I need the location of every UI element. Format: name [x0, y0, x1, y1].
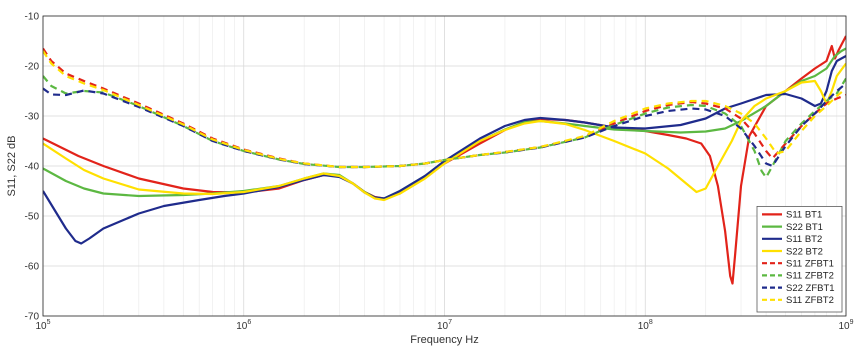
x-tick-label: 108: [638, 319, 653, 332]
series-line-4: [43, 62, 846, 202]
legend-label: S22 BT1: [786, 222, 823, 233]
x-tick-label: 109: [838, 319, 853, 332]
y-tick-label: -30: [25, 112, 40, 123]
axis-ticks: 105 106 107 108 109 -70 -60 -50 -40 -30 -20 -10: [25, 12, 854, 333]
y-tick-label: -60: [25, 262, 40, 273]
legend-label: S22 ZFBT1: [786, 283, 835, 294]
legend-box: [756, 205, 843, 313]
x-tick-label: 107: [437, 319, 452, 332]
x-tick-label: 105: [35, 319, 50, 332]
x-axis-label: Frequency Hz: [410, 334, 478, 346]
legend-label: S11 ZFBT1: [786, 259, 834, 270]
series-line-6: [43, 75, 846, 179]
series-line-8: [43, 50, 846, 169]
y-tick-label: -70: [25, 312, 40, 323]
y-tick-label: -40: [25, 162, 40, 173]
series-line-3: [43, 55, 846, 245]
y-tick-label: -20: [25, 62, 40, 73]
legend-label: S22 BT2: [786, 246, 823, 257]
y-tick-label: -10: [25, 12, 40, 23]
legend-label: S11 BT2: [786, 234, 822, 245]
plot-frame: [42, 15, 847, 317]
legend-label: S11 ZFBT2: [786, 271, 834, 282]
y-axis-label: S11, S22 dB: [6, 136, 18, 197]
series-lines: [43, 35, 846, 285]
legend-label: S11 ZFBT2: [786, 295, 834, 306]
legend-label: S11 BT1: [786, 210, 822, 221]
y-tick-label: -50: [25, 212, 40, 223]
x-tick-label: 106: [236, 319, 251, 332]
